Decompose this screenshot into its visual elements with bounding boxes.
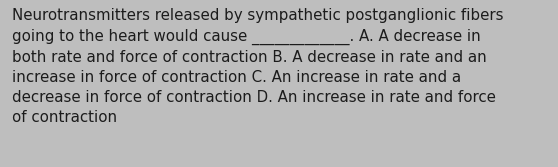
Text: Neurotransmitters released by sympathetic postganglionic fibers
going to the hea: Neurotransmitters released by sympatheti… [12, 8, 504, 125]
